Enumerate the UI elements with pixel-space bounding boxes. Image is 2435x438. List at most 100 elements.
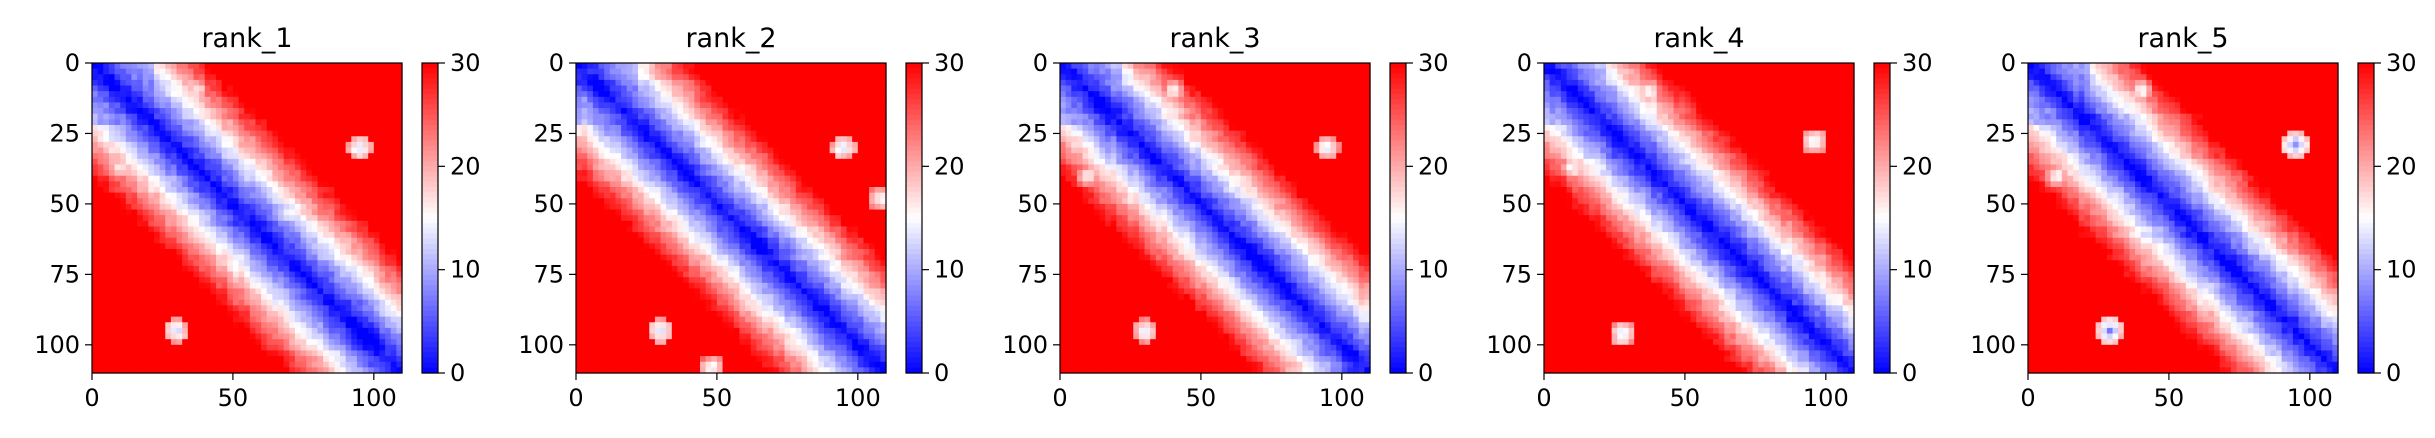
heatmap-cell (857, 164, 865, 171)
heatmap-cell (204, 333, 211, 340)
heatmap-cell (846, 113, 853, 120)
heatmap-cell (638, 91, 645, 98)
heatmap-cell (666, 192, 673, 199)
heatmap-cell (745, 147, 752, 154)
heatmap-cell (598, 187, 605, 194)
heatmap-cell (340, 85, 347, 92)
heatmap-cell (705, 198, 712, 205)
y-tick-label: 75 (49, 260, 80, 288)
heatmap-cell (801, 108, 808, 115)
heatmap-cell (227, 311, 234, 318)
heatmap-cell (649, 85, 656, 92)
heatmap-cell (114, 125, 121, 132)
heatmap-cell (216, 271, 223, 278)
heatmap-cell (199, 102, 206, 109)
heatmap-cell (587, 203, 594, 211)
heatmap-cell (609, 102, 617, 109)
heatmap-cell (705, 187, 712, 194)
heatmap-cell (373, 232, 381, 239)
heatmap-cell (626, 147, 633, 154)
heatmap-cell (829, 68, 836, 75)
heatmap-cell (142, 102, 149, 109)
heatmap-cell (103, 141, 110, 149)
heatmap-cell (609, 79, 617, 87)
heatmap-cell (193, 119, 200, 126)
heatmap-cell (154, 232, 161, 239)
heatmap-cell (142, 316, 149, 323)
heatmap-cell (857, 181, 865, 188)
heatmap-cell (784, 215, 791, 222)
heatmap-cell (654, 136, 662, 143)
heatmap-cell (255, 294, 262, 301)
heatmap-cell (334, 350, 341, 357)
heatmap-cell (323, 215, 330, 222)
heatmap-cell (204, 215, 211, 222)
heatmap-cell (818, 96, 825, 104)
heatmap-cell (204, 271, 211, 278)
heatmap-cell (722, 85, 729, 92)
heatmap-cell (880, 136, 887, 143)
heatmap-cell (278, 220, 285, 228)
heatmap-cell (137, 220, 144, 228)
heatmap-cell (199, 316, 206, 323)
heatmap-cell (643, 170, 650, 177)
heatmap-cell (745, 113, 752, 120)
heatmap-cell (385, 181, 392, 188)
heatmap-cell (869, 96, 876, 104)
heatmap-cell (255, 288, 262, 295)
heatmap-cell (266, 74, 273, 81)
heatmap-cell (824, 164, 831, 171)
heatmap-cell (154, 119, 161, 126)
heatmap-cell (221, 260, 228, 267)
heatmap-cell (131, 130, 138, 137)
heatmap-cell (210, 79, 217, 87)
heatmap-cell (812, 192, 819, 199)
heatmap-cell (108, 316, 116, 323)
heatmap-cell (362, 271, 369, 278)
heatmap-cell (396, 119, 403, 126)
heatmap-cell (244, 305, 251, 312)
heatmap-cell (199, 237, 206, 244)
heatmap-cell (683, 243, 690, 250)
heatmap-cell (368, 85, 375, 92)
heatmap-cell (272, 305, 279, 312)
heatmap-cell (385, 311, 392, 318)
heatmap-cell (373, 192, 381, 199)
heatmap-cell (626, 91, 633, 98)
heatmap-cell (739, 181, 746, 188)
heatmap-cell (306, 102, 313, 109)
heatmap-cell (716, 192, 724, 199)
heatmap-cell (300, 158, 307, 166)
heatmap-cell (576, 74, 583, 81)
heatmap-cell (396, 215, 403, 222)
heatmap-cell (232, 215, 240, 222)
heatmap-cell (244, 361, 251, 368)
heatmap-cell (846, 68, 853, 75)
heatmap-cell (835, 141, 842, 149)
heatmap-cell (840, 136, 848, 143)
heatmap-cell (390, 361, 397, 368)
heatmap-cell (784, 119, 791, 126)
heatmap-cell (199, 141, 206, 149)
heatmap-cell (784, 125, 791, 132)
heatmap-cell (762, 125, 769, 132)
heatmap-cell (317, 113, 324, 120)
heatmap-cell (700, 220, 707, 228)
heatmap-cell (857, 153, 865, 160)
heatmap-cell (255, 85, 262, 92)
heatmap-cell (626, 108, 633, 115)
heatmap-cell (216, 299, 223, 306)
heatmap-cell (176, 79, 183, 87)
heatmap-cell (807, 85, 814, 92)
heatmap-cell (773, 198, 780, 205)
heatmap-cell (790, 147, 797, 154)
heatmap-cell (283, 63, 290, 70)
heatmap-cell (598, 68, 605, 75)
heatmap-cell (857, 102, 865, 109)
heatmap-cell (728, 108, 735, 115)
heatmap-cell (874, 192, 881, 199)
heatmap-cell (187, 333, 195, 340)
colorbar-segment (422, 73, 438, 80)
heatmap-cell (306, 198, 313, 205)
heatmap-cell (840, 68, 848, 75)
